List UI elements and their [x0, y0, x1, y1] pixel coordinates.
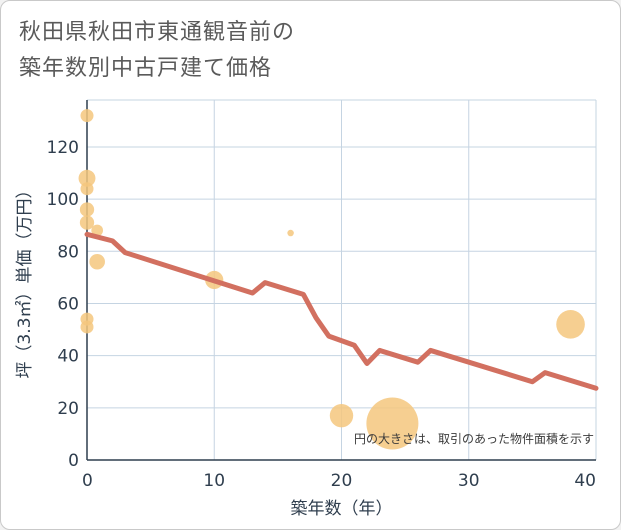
y-tick-label: 100 [47, 190, 79, 210]
chart-title-line-2: 築年数別中古戸建て価格 [19, 56, 273, 81]
data-bubble [80, 182, 94, 196]
x-tick-label: 40 [574, 471, 596, 491]
y-tick-label: 20 [57, 399, 79, 419]
y-tick-label: 80 [57, 242, 79, 262]
chart-title-line-1: 秋田県秋田市東通観音前の [19, 20, 296, 45]
data-bubble [80, 320, 94, 334]
chart-title: 秋田県秋田市東通観音前の 築年数別中古戸建て価格 [19, 15, 295, 87]
bubble-size-note: 円の大きさは、取引のあった物件面積を示す [354, 431, 594, 446]
data-bubble [91, 224, 104, 237]
average-price-line [84, 231, 599, 391]
bubble-series [78, 109, 585, 450]
data-bubble [80, 109, 94, 123]
x-tick-label: 10 [203, 471, 225, 491]
x-axis-label: 築年数（年） [291, 499, 393, 519]
data-bubble [78, 169, 96, 187]
tick-labels: 0 20 40 60 80 100 120 0 10 20 30 40 [47, 138, 596, 491]
data-bubble [287, 229, 294, 237]
y-tick-label: 60 [57, 294, 79, 314]
data-bubble [556, 310, 585, 339]
x-tick-label: 20 [331, 471, 353, 491]
data-bubble [79, 202, 95, 217]
x-tick-label: 0 [82, 471, 93, 491]
y-tick-label: 0 [68, 451, 79, 471]
average-price-polyline [84, 231, 599, 391]
data-bubble [89, 253, 105, 270]
x-tick-label: 30 [458, 471, 480, 491]
data-bubble [79, 215, 95, 230]
y-axis-label: 坪（3.3㎡）単価（万円） [15, 181, 35, 378]
y-tick-label: 120 [47, 138, 79, 158]
y-tick-label: 40 [57, 347, 79, 367]
data-bubble [329, 403, 354, 428]
grid-lines [86, 99, 597, 461]
data-bubble [366, 397, 419, 450]
